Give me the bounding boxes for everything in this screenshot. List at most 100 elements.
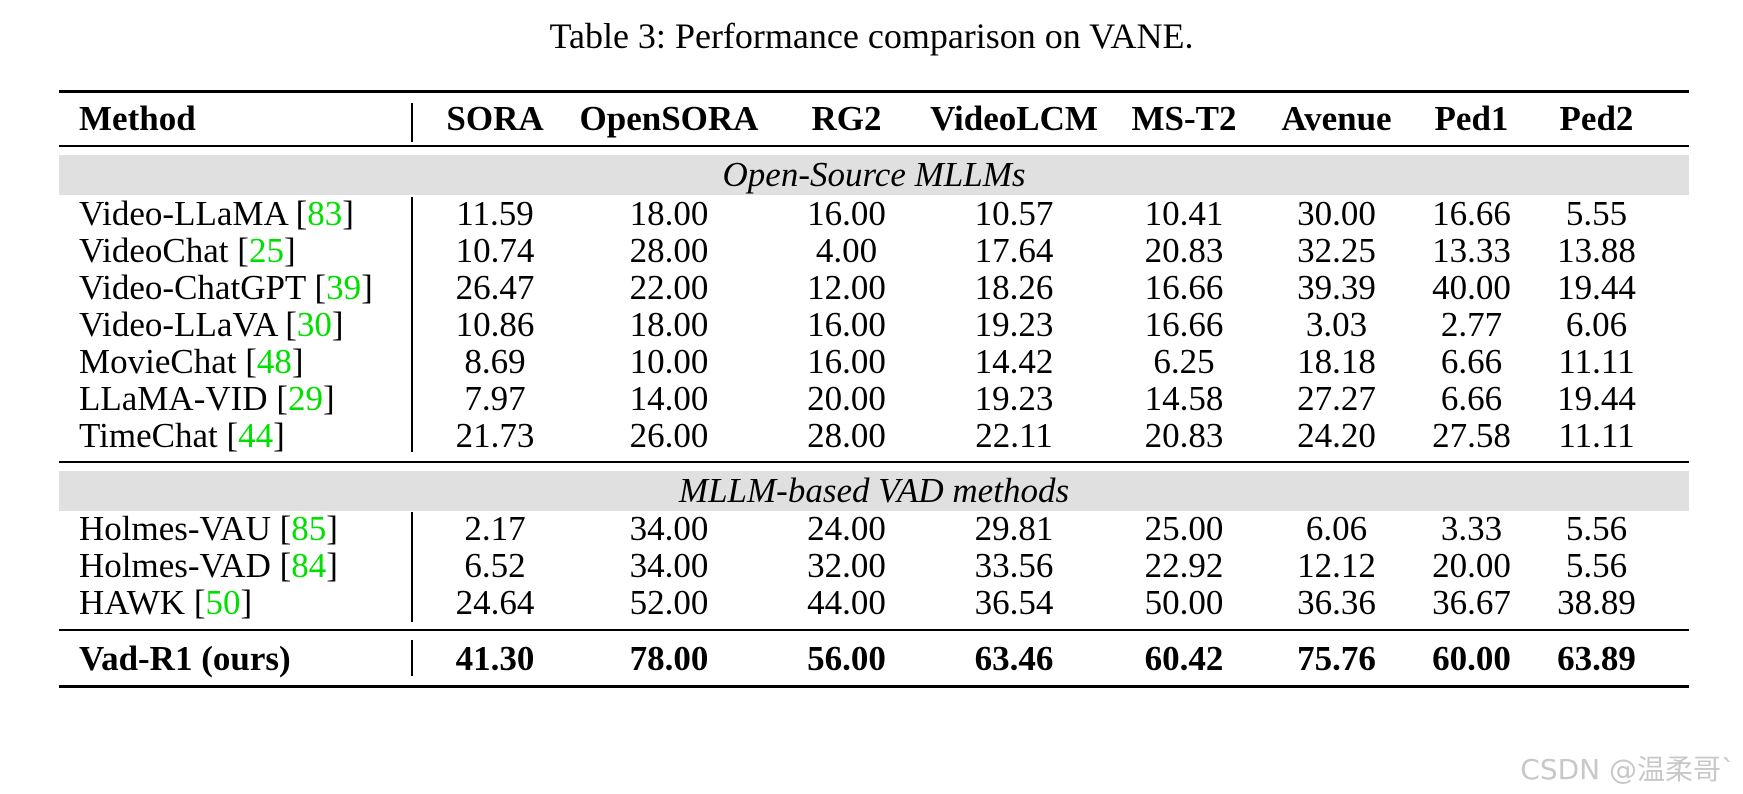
method-cell: Video-LLaVA [30] xyxy=(79,305,344,344)
citation-link[interactable]: 50 xyxy=(205,583,241,622)
value-cell: 50.00 xyxy=(1144,583,1224,622)
value-cell: 29.81 xyxy=(974,509,1054,548)
value-cell: 11.59 xyxy=(456,194,534,233)
value-cell: 20.00 xyxy=(1432,546,1511,585)
ours-method-cell: Vad-R1 (ours) xyxy=(79,639,291,678)
section2-vline xyxy=(411,512,413,622)
method-cell: Video-LLaMA [83] xyxy=(79,194,354,233)
value-cell: 17.64 xyxy=(974,231,1054,270)
value-cell: 5.56 xyxy=(1565,546,1628,585)
value-cell: 6.06 xyxy=(1565,305,1628,344)
citation-link[interactable]: 84 xyxy=(291,546,327,585)
citation-link[interactable]: 25 xyxy=(248,231,284,270)
value-cell: 18.26 xyxy=(974,268,1054,307)
value-cell: 6.06 xyxy=(1305,509,1368,548)
value-cell: 39.39 xyxy=(1297,268,1376,307)
value-cell: 19.44 xyxy=(1557,268,1636,307)
header-col-ped1: Ped1 xyxy=(1434,99,1509,138)
value-cell: 8.69 xyxy=(464,342,526,381)
table-row: LLaMA-VID [29] 7.97 14.00 20.00 19.23 14… xyxy=(59,378,1689,419)
table-row: TimeChat [44] 21.73 26.00 28.00 22.11 20… xyxy=(59,415,1689,456)
method-cell: HAWK [50] xyxy=(79,583,253,622)
section1-vline xyxy=(411,197,413,452)
value-cell: 16.66 xyxy=(1432,194,1511,233)
value-cell: 10.57 xyxy=(974,194,1054,233)
value-cell: 34.00 xyxy=(629,546,709,585)
value-cell: 6.52 xyxy=(464,546,526,585)
value-cell: 6.66 xyxy=(1440,379,1503,418)
citation-link[interactable]: 29 xyxy=(287,379,323,418)
value-cell: 44.00 xyxy=(807,583,886,622)
value-cell: 16.66 xyxy=(1144,268,1224,307)
method-cell: TimeChat [44] xyxy=(79,416,285,455)
value-cell: 28.00 xyxy=(629,231,709,270)
section-vad-title: MLLM-based VAD methods xyxy=(678,471,1070,510)
value-cell: 36.67 xyxy=(1432,583,1511,622)
method-cell: Holmes-VAD [84] xyxy=(79,546,338,585)
section-divider-rule xyxy=(59,461,1689,463)
value-cell: 26.47 xyxy=(455,268,535,307)
ours-value-cell: 75.76 xyxy=(1297,639,1376,678)
header-col-videolcm: VideoLCM xyxy=(930,99,1098,138)
watermark: CSDN @温柔哥` xyxy=(1520,753,1735,786)
value-cell: 14.42 xyxy=(974,342,1054,381)
value-cell: 19.44 xyxy=(1557,379,1636,418)
header-col-sora: SORA xyxy=(446,99,544,138)
ours-divider-rule xyxy=(59,629,1689,631)
table-row: Video-LLaMA [83] 11.59 18.00 16.00 10.57… xyxy=(59,193,1689,234)
citation-link[interactable]: 30 xyxy=(296,305,332,344)
ours-vline xyxy=(411,640,413,676)
value-cell: 6.66 xyxy=(1440,342,1503,381)
citation-link[interactable]: 83 xyxy=(307,194,343,233)
value-cell: 25.00 xyxy=(1144,509,1224,548)
method-cell: Video-ChatGPT [39] xyxy=(79,268,373,307)
top-rule xyxy=(59,90,1689,93)
value-cell: 4.00 xyxy=(815,231,878,270)
header-vline xyxy=(411,103,413,142)
ours-row: Vad-R1 (ours) 41.30 78.00 56.00 63.46 60… xyxy=(59,638,1689,679)
value-cell: 12.00 xyxy=(807,268,886,307)
value-cell: 24.64 xyxy=(455,583,535,622)
table-row: Video-LLaVA [30] 10.86 18.00 16.00 19.23… xyxy=(59,304,1689,345)
table-caption: Table 3: Performance comparison on VANE. xyxy=(549,16,1194,56)
value-cell: 6.25 xyxy=(1153,342,1215,381)
ours-value-cell: 78.00 xyxy=(629,639,709,678)
value-cell: 10.86 xyxy=(455,305,535,344)
ours-value-cell: 63.46 xyxy=(974,639,1054,678)
header-col-ms-t2: MS-T2 xyxy=(1131,99,1237,138)
value-cell: 16.00 xyxy=(807,342,886,381)
value-cell: 16.00 xyxy=(807,305,886,344)
method-cell: LLaMA-VID [29] xyxy=(79,379,335,418)
value-cell: 22.92 xyxy=(1144,546,1224,585)
header-row: Method SORA OpenSORA RG2 VideoLCM MS-T2 … xyxy=(59,98,1689,139)
value-cell: 52.00 xyxy=(629,583,709,622)
bottom-rule xyxy=(59,685,1689,688)
table-row: Holmes-VAU [85] 2.17 34.00 24.00 29.81 2… xyxy=(59,508,1689,549)
value-cell: 36.54 xyxy=(974,583,1054,622)
value-cell: 26.00 xyxy=(629,416,709,455)
ours-value-cell: 41.30 xyxy=(455,639,535,678)
value-cell: 30.00 xyxy=(1297,194,1376,233)
header-col-ped2: Ped2 xyxy=(1559,99,1634,138)
value-cell: 14.58 xyxy=(1144,379,1224,418)
citation-link[interactable]: 85 xyxy=(291,509,327,548)
value-cell: 24.20 xyxy=(1297,416,1376,455)
value-cell: 11.11 xyxy=(1558,342,1635,381)
section-open-source-title: Open-Source MLLMs xyxy=(722,155,1026,194)
value-cell: 20.83 xyxy=(1144,416,1224,455)
value-cell: 2.77 xyxy=(1440,305,1503,344)
value-cell: 13.88 xyxy=(1557,231,1636,270)
value-cell: 10.74 xyxy=(455,231,535,270)
value-cell: 22.00 xyxy=(629,268,709,307)
value-cell: 10.00 xyxy=(629,342,709,381)
value-cell: 11.11 xyxy=(1558,416,1635,455)
table-row: Holmes-VAD [84] 6.52 34.00 32.00 33.56 2… xyxy=(59,545,1689,586)
citation-link[interactable]: 44 xyxy=(238,416,274,455)
citation-link[interactable]: 39 xyxy=(326,268,362,307)
value-cell: 36.36 xyxy=(1297,583,1376,622)
ours-value-cell: 56.00 xyxy=(807,639,886,678)
value-cell: 32.00 xyxy=(807,546,886,585)
table-row: VideoChat [25] 10.74 28.00 4.00 17.64 20… xyxy=(59,230,1689,271)
header-col-opensora: OpenSORA xyxy=(579,99,759,138)
citation-link[interactable]: 48 xyxy=(256,342,292,381)
